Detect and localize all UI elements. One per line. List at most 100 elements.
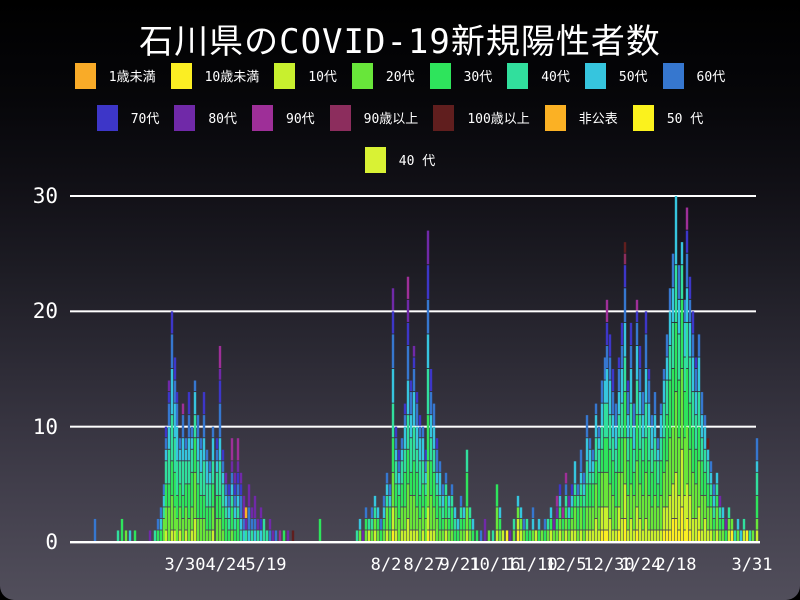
bar-segment — [674, 472, 678, 519]
legend-swatch-icon — [507, 62, 529, 89]
bar-segment — [712, 484, 716, 495]
bar-segment — [170, 311, 174, 334]
legend-item-8: 70代 — [96, 104, 159, 131]
bar-segment — [475, 530, 479, 542]
bar-segment — [683, 392, 687, 438]
bar-segment — [409, 530, 413, 542]
bar-segment — [597, 472, 601, 507]
bar-segment — [626, 380, 630, 392]
bar-segment — [531, 530, 535, 542]
bar-segment — [453, 507, 457, 519]
bar-segment — [211, 484, 215, 507]
bar-segment — [685, 426, 689, 484]
bar-segment — [558, 530, 562, 542]
bar-segment — [603, 380, 607, 403]
bar-segment — [218, 345, 222, 369]
bar-segment — [635, 530, 639, 542]
bar-segment — [611, 415, 615, 438]
bar-segment — [617, 369, 621, 392]
legend-label: 50代 — [618, 70, 648, 85]
bar-segment — [432, 530, 436, 542]
bar-segment — [685, 288, 689, 322]
bar-segment — [597, 438, 601, 449]
bar-segment — [620, 518, 624, 542]
bar-segment — [400, 484, 404, 507]
bar-segment — [611, 369, 615, 392]
bar-segment — [274, 530, 278, 542]
bar-segment — [424, 484, 428, 495]
bar-segment — [629, 322, 633, 346]
bar-segment — [674, 392, 678, 472]
bar-segment — [603, 507, 607, 530]
bar-segment — [199, 438, 203, 449]
x-tick-label-8/2: 8/2 — [370, 555, 402, 575]
bar-segment — [196, 518, 200, 542]
bar-segment — [635, 345, 639, 380]
bar-segment — [487, 530, 491, 542]
bar-segment — [674, 322, 678, 392]
bar-segment — [635, 380, 639, 415]
bar-segment — [435, 495, 439, 519]
bar-segment — [196, 438, 200, 461]
bar-segment — [685, 484, 689, 519]
bar-segment — [617, 472, 621, 507]
bar-segment — [620, 322, 624, 346]
bar-segment — [614, 403, 618, 426]
bar-segment — [614, 507, 618, 530]
bar-segment — [641, 461, 645, 495]
bar-segment — [558, 484, 562, 495]
bar-segment — [644, 518, 648, 542]
bar-segment — [623, 392, 627, 438]
bar-segment — [706, 461, 710, 484]
bar-segment — [685, 369, 689, 426]
bar-segment — [202, 415, 206, 438]
bar-segment — [638, 415, 642, 449]
bar-segment — [221, 472, 225, 484]
bar-segment — [561, 507, 565, 519]
bar-segment — [715, 530, 719, 542]
bar-segment — [412, 369, 416, 392]
bar-segment — [239, 518, 243, 530]
bar-segment — [677, 299, 681, 334]
bar-segment — [175, 518, 179, 542]
bar-segment — [394, 426, 398, 438]
bar-segment — [211, 438, 215, 461]
bar-segment — [706, 484, 710, 507]
bar-segment — [426, 415, 430, 461]
bar-segment — [605, 322, 609, 346]
bar-segment — [400, 461, 404, 484]
bar-segment — [364, 507, 368, 519]
bar-segment — [253, 518, 257, 530]
bar-segment — [668, 530, 672, 542]
bar-segment — [629, 369, 633, 403]
bar-segment — [236, 518, 240, 542]
bar-segment — [739, 530, 743, 542]
bar-segment — [585, 484, 589, 507]
bar-segment — [415, 530, 419, 542]
bar-segment — [608, 357, 612, 380]
legend-row-3: 40 代 — [0, 146, 800, 173]
bar-segment — [394, 484, 398, 507]
bar-segment — [215, 461, 219, 472]
bar-segment — [647, 403, 651, 426]
bar-segment — [418, 518, 422, 542]
bar-segment — [418, 495, 422, 519]
bar-segment — [397, 472, 401, 484]
bar-segment — [691, 518, 695, 542]
bar-segment — [224, 484, 228, 495]
bar-segment — [438, 495, 442, 507]
legend-swatch-icon — [364, 146, 386, 173]
bar-segment — [364, 518, 368, 530]
legend-item-15: 40 代 — [364, 146, 435, 173]
bar-segment — [415, 472, 419, 507]
y-tick-label-10: 10 — [32, 414, 58, 439]
bar-segment — [202, 438, 206, 461]
bar-segment — [635, 415, 639, 461]
bar-segment — [479, 530, 483, 542]
bar-segment — [181, 518, 185, 542]
bar-segment — [591, 461, 595, 472]
bar-segment — [406, 276, 410, 299]
bar-segment — [656, 461, 660, 484]
bar-segment — [635, 299, 639, 311]
x-tick-label-3/30: 3/30 — [164, 555, 206, 575]
